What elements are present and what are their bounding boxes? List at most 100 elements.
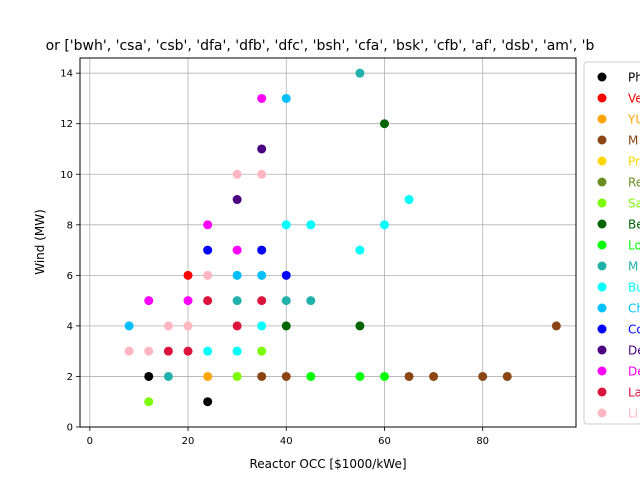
data-point-be <box>355 321 365 331</box>
y-tick-label: 12 <box>60 119 73 130</box>
legend-marker <box>597 408 607 418</box>
legend-label: M <box>628 134 638 148</box>
data-point-bu <box>232 346 242 356</box>
data-point-la <box>163 346 173 356</box>
data-point-m <box>478 371 488 381</box>
data-point-bu <box>355 245 365 255</box>
data-point-de <box>203 220 213 230</box>
x-tick-label: 60 <box>378 436 391 447</box>
data-point-li <box>257 169 267 179</box>
y-tick-label: 0 <box>67 423 73 434</box>
x-tick-label: 20 <box>182 436 195 447</box>
data-point-de <box>257 144 267 154</box>
legend-marker <box>597 345 607 355</box>
x-axis-label: Reactor OCC [$1000/kWe] <box>249 457 406 471</box>
data-point-la <box>257 296 267 306</box>
y-axis-label: Wind (MW) <box>33 209 47 275</box>
data-point-li <box>144 346 154 356</box>
data-point-ch <box>232 270 242 280</box>
data-point-ph <box>203 397 213 407</box>
legend-label: Ve <box>628 92 640 106</box>
data-point-bu <box>306 220 316 230</box>
legend-marker <box>597 261 607 271</box>
data-point-m <box>232 296 242 306</box>
legend: Ph Ve YU M Pr Re Sa Be Lo M Bu Ch Co De De La Li <box>583 61 640 425</box>
y-tick-label: 14 <box>60 69 73 80</box>
data-point-sa <box>144 397 154 407</box>
points-layer <box>124 68 561 407</box>
data-point-be <box>379 119 389 129</box>
legend-label: La <box>628 386 640 400</box>
legend-marker <box>597 324 607 334</box>
data-point-m <box>404 371 414 381</box>
data-point-bu <box>203 346 213 356</box>
data-point-de <box>232 195 242 205</box>
legend-label: De <box>628 344 640 358</box>
data-point-m <box>502 371 512 381</box>
data-point-bu <box>281 220 291 230</box>
legend-marker <box>597 198 607 208</box>
data-point-de <box>144 296 154 306</box>
data-point-m <box>355 68 365 78</box>
legend-items: Ph Ve YU M Pr Re Sa Be Lo M Bu Ch Co De De La Li <box>597 71 640 421</box>
legend-marker <box>597 177 607 187</box>
data-point-m <box>281 296 291 306</box>
legend-marker <box>597 387 607 397</box>
data-point-li <box>232 169 242 179</box>
data-point-ph <box>144 371 154 381</box>
legend-label: M <box>628 260 638 274</box>
data-point-de <box>257 93 267 103</box>
data-point-ve <box>183 270 193 280</box>
data-point-bu <box>257 321 267 331</box>
data-point-m <box>306 296 316 306</box>
legend-marker <box>597 240 607 250</box>
legend-marker <box>597 93 607 103</box>
data-point-la <box>232 321 242 331</box>
data-point-sa <box>257 346 267 356</box>
y-tick-label: 2 <box>67 372 73 383</box>
legend-label: YU <box>627 113 640 127</box>
x-tick-label: 40 <box>280 436 293 447</box>
data-point-lo <box>306 371 316 381</box>
legend-marker <box>597 282 607 292</box>
data-point-m <box>429 371 439 381</box>
legend-marker <box>597 366 607 376</box>
data-point-li <box>203 270 213 280</box>
legend-label: Lo <box>628 239 640 253</box>
data-point-li <box>124 346 134 356</box>
legend-label: Bu <box>628 281 640 295</box>
data-point-li <box>163 321 173 331</box>
ticks-layer: 0 20 40 60 80 0 2 4 6 8 10 12 14 <box>60 69 489 447</box>
data-point-m <box>163 371 173 381</box>
data-point-la <box>183 346 193 356</box>
legend-label: Be <box>628 218 640 232</box>
legend-label: Co <box>628 323 640 337</box>
legend-label: Ch <box>628 302 640 316</box>
legend-marker <box>597 135 607 145</box>
legend-label: De <box>628 365 640 379</box>
data-point-bu <box>379 220 389 230</box>
legend-marker <box>597 219 607 229</box>
data-point-sa <box>232 371 242 381</box>
legend-label: Pr <box>628 155 640 169</box>
legend-marker <box>597 114 607 124</box>
legend-label: Re <box>628 176 640 190</box>
x-tick-label: 80 <box>476 436 489 447</box>
y-tick-label: 4 <box>67 321 73 332</box>
data-point-yu <box>203 371 213 381</box>
data-point-lo <box>355 371 365 381</box>
x-tick-label: 0 <box>87 436 93 447</box>
data-point-m <box>551 321 561 331</box>
legend-marker <box>597 72 607 82</box>
grid-layer <box>80 58 576 428</box>
data-point-co <box>281 270 291 280</box>
legend-label: Ph <box>628 71 640 85</box>
legend-label: Sa <box>628 197 640 211</box>
data-point-co <box>203 245 213 255</box>
data-point-m <box>281 371 291 381</box>
legend-marker <box>597 156 607 166</box>
legend-marker <box>597 303 607 313</box>
data-point-de <box>183 296 193 306</box>
data-point-ch <box>257 270 267 280</box>
y-tick-label: 10 <box>60 170 73 181</box>
